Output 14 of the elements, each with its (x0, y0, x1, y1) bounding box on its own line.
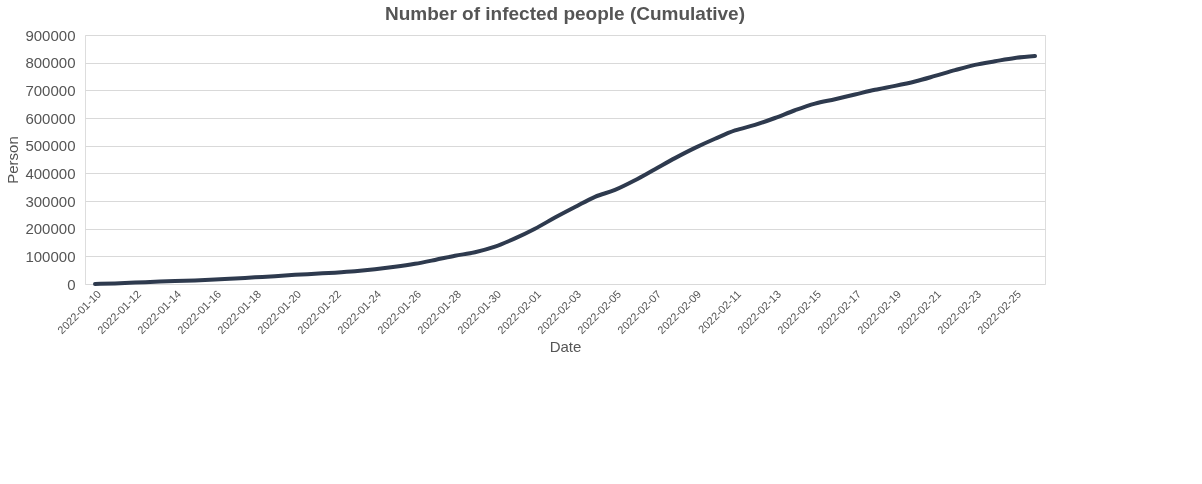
chart-title: Number of infected people (Cumulative) (385, 3, 745, 24)
y-tick-label: 500000 (25, 137, 76, 155)
y-tick-label: 100000 (25, 247, 76, 265)
y-tick-label: 400000 (25, 164, 76, 182)
y-axis-title: Person (4, 136, 22, 184)
x-axis-title: Date (549, 338, 582, 356)
y-tick-label: 900000 (25, 26, 76, 44)
y-tick-label: 0 (67, 275, 76, 293)
y-tick-label: 800000 (25, 54, 76, 72)
line-series (93, 54, 1037, 286)
y-tick-label: 600000 (25, 109, 76, 127)
y-tick-label: 700000 (25, 81, 76, 99)
y-tick-label: 300000 (25, 192, 76, 210)
y-tick-label: 200000 (25, 220, 76, 238)
